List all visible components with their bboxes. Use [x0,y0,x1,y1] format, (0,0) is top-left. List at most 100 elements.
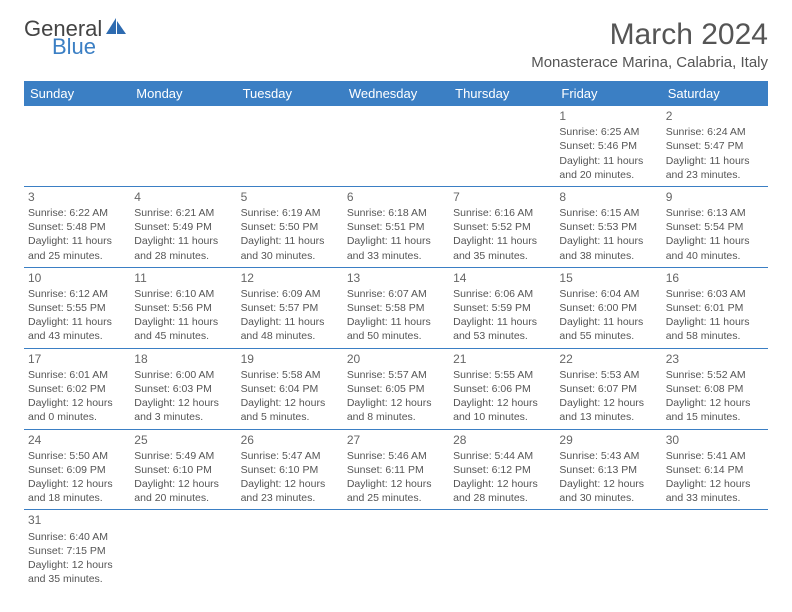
sunset-text: Sunset: 5:59 PM [453,301,551,315]
calendar-cell: 13Sunrise: 6:07 AMSunset: 5:58 PMDayligh… [343,267,449,348]
daylight-text: Daylight: 12 hours and 15 minutes. [666,396,764,424]
calendar-cell: 14Sunrise: 6:06 AMSunset: 5:59 PMDayligh… [449,267,555,348]
daylight-text: Daylight: 11 hours and 40 minutes. [666,234,764,262]
sunrise-text: Sunrise: 6:00 AM [134,368,232,382]
calendar-table: Sunday Monday Tuesday Wednesday Thursday… [24,81,768,590]
calendar-week-row: 10Sunrise: 6:12 AMSunset: 5:55 PMDayligh… [24,267,768,348]
calendar-cell: 22Sunrise: 5:53 AMSunset: 6:07 PMDayligh… [555,348,661,429]
calendar-cell [237,510,343,590]
sunset-text: Sunset: 5:54 PM [666,220,764,234]
calendar-week-row: 1Sunrise: 6:25 AMSunset: 5:46 PM Daylight… [24,106,768,186]
sunrise-text: Sunrise: 6:07 AM [347,287,445,301]
day-header: Friday [555,81,661,106]
sunrise-text: Sunrise: 6:03 AM [666,287,764,301]
daylight-text: Daylight: 11 hours and 58 minutes. [666,315,764,343]
day-number: 13 [347,270,445,286]
sunset-text: Sunset: 5:46 PM [559,139,657,153]
calendar-cell [449,106,555,186]
calendar-cell: 11Sunrise: 6:10 AMSunset: 5:56 PMDayligh… [130,267,236,348]
sunrise-text: Sunrise: 6:18 AM [347,206,445,220]
sunset-text: Sunset: 6:06 PM [453,382,551,396]
calendar-cell: 12Sunrise: 6:09 AMSunset: 5:57 PMDayligh… [237,267,343,348]
calendar-cell [237,106,343,186]
day-number: 12 [241,270,339,286]
sunrise-text: Sunrise: 5:55 AM [453,368,551,382]
sunrise-text: Sunrise: 6:12 AM [28,287,126,301]
daylight-text: Daylight: 11 hours and 28 minutes. [134,234,232,262]
calendar-week-row: 24Sunrise: 5:50 AMSunset: 6:09 PMDayligh… [24,429,768,510]
calendar-cell: 23Sunrise: 5:52 AMSunset: 6:08 PMDayligh… [662,348,768,429]
day-number: 11 [134,270,232,286]
sunrise-text: Sunrise: 5:46 AM [347,449,445,463]
sunset-text: Sunset: 7:15 PM [28,544,126,558]
daylight-text: Daylight: 12 hours and 10 minutes. [453,396,551,424]
daylight-text: Daylight: 11 hours and 33 minutes. [347,234,445,262]
sunrise-text: Sunrise: 6:25 AM [559,125,657,139]
sunset-text: Sunset: 6:12 PM [453,463,551,477]
sunrise-text: Sunrise: 5:49 AM [134,449,232,463]
calendar-cell: 20Sunrise: 5:57 AMSunset: 6:05 PMDayligh… [343,348,449,429]
sunset-text: Sunset: 5:52 PM [453,220,551,234]
title-block: March 2024 Monasterace Marina, Calabria,… [531,18,768,71]
daylight-text: Daylight: 12 hours and 33 minutes. [666,477,764,505]
calendar-cell: 31Sunrise: 6:40 AMSunset: 7:15 PMDayligh… [24,510,130,590]
sunrise-text: Sunrise: 6:22 AM [28,206,126,220]
day-header: Sunday [24,81,130,106]
day-number: 17 [28,351,126,367]
sunrise-text: Sunrise: 6:04 AM [559,287,657,301]
calendar-week-row: 3Sunrise: 6:22 AMSunset: 5:48 PMDaylight… [24,186,768,267]
calendar-cell: 29Sunrise: 5:43 AMSunset: 6:13 PMDayligh… [555,429,661,510]
calendar-cell: 16Sunrise: 6:03 AMSunset: 6:01 PMDayligh… [662,267,768,348]
calendar-cell: 3Sunrise: 6:22 AMSunset: 5:48 PMDaylight… [24,186,130,267]
daylight-text: Daylight: 12 hours and 0 minutes. [28,396,126,424]
sunrise-text: Sunrise: 6:21 AM [134,206,232,220]
calendar-cell: 26Sunrise: 5:47 AMSunset: 6:10 PMDayligh… [237,429,343,510]
day-number: 31 [28,512,126,528]
logo-blue-text: Blue [52,36,128,58]
day-number: 1 [559,108,657,124]
sunrise-text: Sunrise: 5:44 AM [453,449,551,463]
calendar-cell: 8Sunrise: 6:15 AMSunset: 5:53 PMDaylight… [555,186,661,267]
daylight-text: Daylight: 11 hours and 23 minutes. [666,154,764,182]
sunrise-text: Sunrise: 5:50 AM [28,449,126,463]
sunset-text: Sunset: 5:48 PM [28,220,126,234]
sunrise-text: Sunrise: 6:24 AM [666,125,764,139]
day-number: 27 [347,432,445,448]
calendar-cell [555,510,661,590]
logo: General Blue [24,18,128,58]
sunrise-text: Sunrise: 5:43 AM [559,449,657,463]
daylight-text: Daylight: 12 hours and 18 minutes. [28,477,126,505]
calendar-cell [662,510,768,590]
calendar-week-row: 17Sunrise: 6:01 AMSunset: 6:02 PMDayligh… [24,348,768,429]
calendar-cell: 15Sunrise: 6:04 AMSunset: 6:00 PMDayligh… [555,267,661,348]
page-title: March 2024 [531,18,768,52]
sunset-text: Sunset: 5:47 PM [666,139,764,153]
day-number: 16 [666,270,764,286]
day-header-row: Sunday Monday Tuesday Wednesday Thursday… [24,81,768,106]
daylight-text: Daylight: 11 hours and 43 minutes. [28,315,126,343]
calendar-cell [343,510,449,590]
day-number: 8 [559,189,657,205]
sunset-text: Sunset: 6:08 PM [666,382,764,396]
daylight-text: Daylight: 12 hours and 8 minutes. [347,396,445,424]
day-number: 2 [666,108,764,124]
sunset-text: Sunset: 6:04 PM [241,382,339,396]
sunset-text: Sunset: 6:14 PM [666,463,764,477]
calendar-cell: 25Sunrise: 5:49 AMSunset: 6:10 PMDayligh… [130,429,236,510]
calendar-cell [130,510,236,590]
sunset-text: Sunset: 5:53 PM [559,220,657,234]
sunset-text: Sunset: 6:02 PM [28,382,126,396]
daylight-text: Daylight: 12 hours and 30 minutes. [559,477,657,505]
daylight-text: Daylight: 12 hours and 28 minutes. [453,477,551,505]
calendar-cell [449,510,555,590]
sunset-text: Sunset: 6:13 PM [559,463,657,477]
daylight-text: Daylight: 11 hours and 50 minutes. [347,315,445,343]
daylight-text: Daylight: 11 hours and 25 minutes. [28,234,126,262]
day-number: 15 [559,270,657,286]
sunset-text: Sunset: 6:05 PM [347,382,445,396]
day-number: 26 [241,432,339,448]
logo-text-wrap: General Blue [24,18,128,58]
calendar-cell: 5Sunrise: 6:19 AMSunset: 5:50 PMDaylight… [237,186,343,267]
calendar-cell [343,106,449,186]
day-number: 22 [559,351,657,367]
